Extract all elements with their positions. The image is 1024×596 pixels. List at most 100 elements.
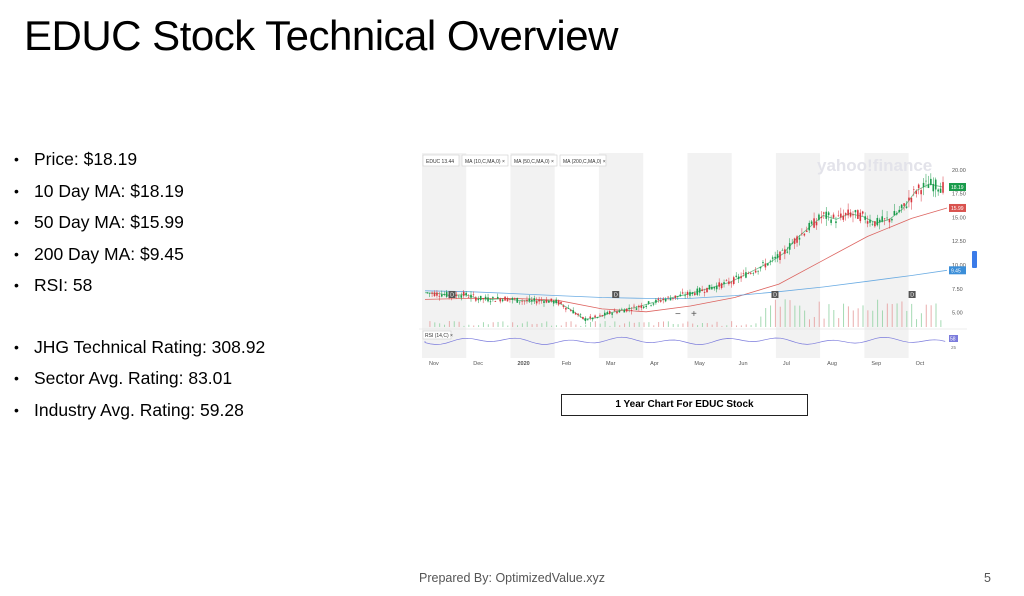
volume-bar xyxy=(721,325,723,327)
candle-body xyxy=(638,305,640,308)
volume-bar xyxy=(653,325,655,327)
candle-body xyxy=(501,299,504,302)
candle-body xyxy=(628,307,630,310)
x-tick-label: Mar xyxy=(606,361,616,367)
volume-bar xyxy=(916,319,918,327)
volume-bar xyxy=(760,316,762,327)
bullet-technical-rating: • JHG Technical Rating: 308.92 xyxy=(14,336,266,357)
candle-body xyxy=(708,284,711,290)
candle-body xyxy=(925,180,927,182)
volume-bar xyxy=(847,306,849,327)
volume-bar xyxy=(745,324,747,327)
candle-body xyxy=(854,210,857,213)
candle-body xyxy=(908,197,910,201)
candle-body xyxy=(514,298,516,300)
ma200-tag xyxy=(949,266,966,275)
candle-body xyxy=(604,312,606,316)
candle-body xyxy=(827,212,830,216)
candle-body xyxy=(730,282,733,284)
candle-body xyxy=(750,272,752,274)
volume-bar xyxy=(930,305,932,327)
candle-body xyxy=(523,300,526,302)
volume-bar xyxy=(536,323,538,327)
bullet-dot: • xyxy=(14,151,19,167)
volume-bar xyxy=(531,324,533,327)
volume-bar xyxy=(862,305,864,327)
candle-body xyxy=(599,314,601,316)
event-marker[interactable] xyxy=(908,291,916,298)
candle-body xyxy=(533,298,536,301)
candle-body xyxy=(642,306,645,308)
ma50-tag-text: 15.99 xyxy=(951,206,964,212)
candle-body xyxy=(723,282,725,284)
candle-body xyxy=(548,300,550,303)
candle-body xyxy=(691,292,694,295)
x-tick-label: Aug xyxy=(827,361,837,367)
candle-body xyxy=(630,310,633,311)
volume-bar xyxy=(658,322,660,327)
candle-body xyxy=(438,295,441,297)
zoom-in-button[interactable]: + xyxy=(691,309,697,320)
candle-body xyxy=(516,297,519,303)
volume-bar xyxy=(492,322,494,327)
stock-chart[interactable]: yahoo!finance EDUC 13.44 MA (10,C,MA,0) ×… xyxy=(419,151,979,369)
volume-bar xyxy=(750,325,752,327)
candle-body xyxy=(458,296,460,298)
candle-body xyxy=(640,305,643,308)
candle-body xyxy=(589,316,592,318)
volume-bar xyxy=(877,299,879,327)
candle-body xyxy=(742,273,745,274)
zoom-out-button[interactable]: − xyxy=(675,309,681,320)
candle-body xyxy=(540,300,543,302)
volume-bar xyxy=(940,320,942,327)
event-marker[interactable] xyxy=(771,291,779,298)
volume-bar xyxy=(891,304,893,327)
volume-bar xyxy=(434,322,436,327)
volume-bar xyxy=(575,324,577,327)
candle-body xyxy=(774,256,776,259)
chart-legend: EDUC 13.44 MA (10,C,MA,0) × MA (50,C,MA,0)… xyxy=(422,154,607,167)
volume-bar xyxy=(857,308,859,327)
candle-body xyxy=(757,270,759,272)
month-band xyxy=(687,153,732,358)
volume-bar xyxy=(901,301,903,327)
event-marker[interactable] xyxy=(448,291,456,298)
volume-bar xyxy=(925,304,927,327)
month-band xyxy=(775,153,821,358)
x-tick-label: Jun xyxy=(739,361,748,367)
candle-body xyxy=(835,221,837,224)
candle-body xyxy=(725,280,728,281)
volume-bar xyxy=(590,321,592,327)
candle-body xyxy=(616,311,618,314)
volume-bar xyxy=(735,325,737,327)
volume-bar xyxy=(833,310,835,327)
bullet-dot: • xyxy=(14,338,19,355)
candle-body xyxy=(572,310,574,314)
volume-bar xyxy=(906,310,908,327)
zoom-controls[interactable]: − + xyxy=(675,309,697,320)
volume-bar xyxy=(565,321,567,327)
candle-body xyxy=(857,210,859,219)
candle-body xyxy=(465,292,467,296)
volume-bar xyxy=(794,305,796,327)
x-tick-label: Sep xyxy=(871,361,881,367)
candle-body xyxy=(584,318,587,321)
candle-body xyxy=(769,260,772,262)
candle-body xyxy=(791,243,793,244)
event-marker[interactable] xyxy=(612,291,620,298)
volume-bar xyxy=(453,321,455,327)
scroll-handle xyxy=(972,251,977,268)
volume-bar xyxy=(662,321,664,327)
candle-body xyxy=(922,182,925,188)
candle-body xyxy=(484,296,487,300)
candle-body xyxy=(684,295,686,297)
volume-bar xyxy=(774,299,776,327)
bullet-sector-rating: • Sector Avg. Rating: 83.01 xyxy=(14,368,233,388)
volume-bar xyxy=(881,310,883,327)
candle-body xyxy=(635,308,638,310)
candle-body xyxy=(754,270,757,273)
x-tick-label: Dec xyxy=(473,361,483,367)
volume-bar xyxy=(482,322,484,327)
chart-watermark: yahoo!finance xyxy=(817,156,932,175)
